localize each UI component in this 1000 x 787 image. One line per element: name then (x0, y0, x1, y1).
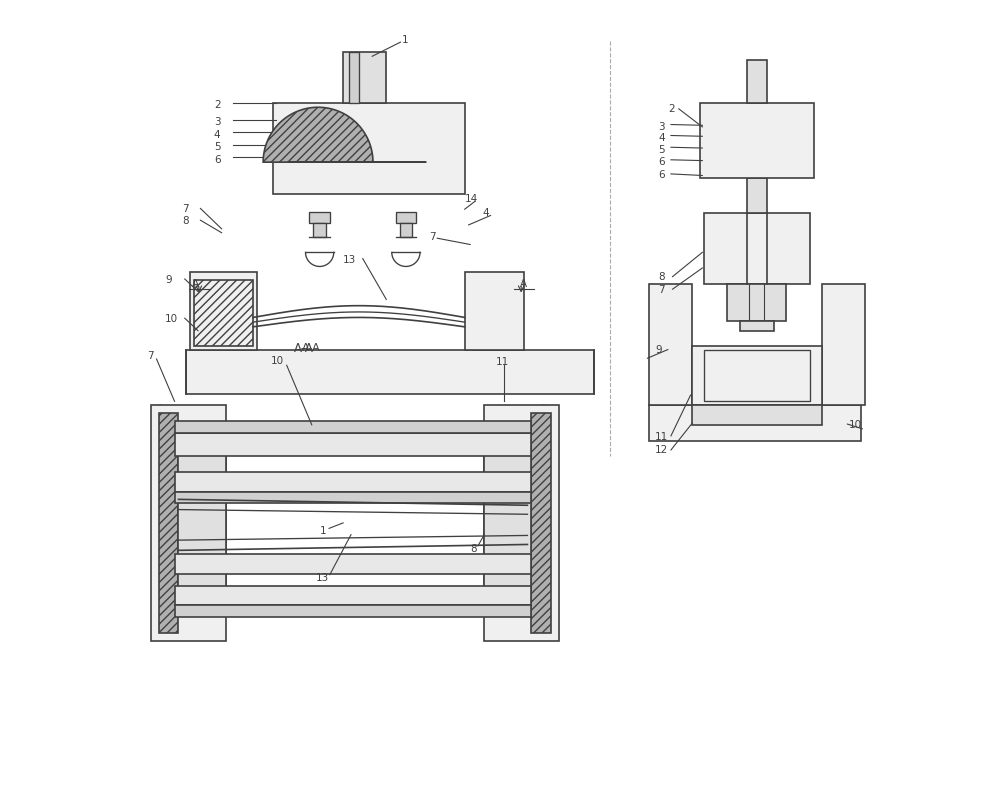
Text: A: A (520, 279, 527, 289)
Bar (465, 272, 524, 350)
Polygon shape (263, 107, 426, 162)
Circle shape (742, 406, 760, 425)
Text: 5: 5 (658, 145, 665, 154)
Text: 10: 10 (849, 420, 862, 430)
Bar (692, 405, 822, 425)
Bar (692, 346, 822, 405)
Bar (531, 413, 551, 633)
Circle shape (535, 609, 551, 625)
Bar (186, 350, 594, 394)
Text: A-A: A-A (294, 342, 314, 354)
Text: 1: 1 (402, 35, 409, 45)
Text: 13: 13 (316, 573, 329, 583)
Bar (343, 53, 386, 103)
Bar (159, 413, 178, 633)
Circle shape (739, 371, 763, 395)
Bar (175, 554, 531, 574)
Text: 8: 8 (182, 216, 189, 226)
Text: 7: 7 (429, 231, 436, 242)
Text: 12: 12 (655, 445, 669, 455)
Text: 8: 8 (470, 544, 477, 554)
Bar (700, 103, 814, 178)
Bar (175, 586, 531, 605)
Bar (175, 472, 531, 492)
Bar (649, 405, 861, 441)
Text: 7: 7 (658, 285, 665, 295)
Text: 13: 13 (343, 255, 356, 265)
Text: 4: 4 (658, 133, 665, 143)
Text: 5: 5 (214, 142, 220, 152)
Bar (175, 421, 531, 433)
Bar (273, 103, 465, 194)
Bar (740, 320, 774, 331)
Text: 2: 2 (668, 104, 674, 114)
Circle shape (712, 371, 735, 395)
Bar (178, 445, 226, 601)
Bar (175, 605, 531, 617)
Text: 4: 4 (483, 208, 489, 218)
Circle shape (153, 405, 168, 421)
Text: 3: 3 (214, 117, 220, 127)
Bar (396, 212, 416, 224)
Text: 3: 3 (658, 122, 665, 132)
Circle shape (767, 371, 790, 395)
Bar (704, 350, 810, 401)
Bar (151, 405, 226, 641)
Text: 10: 10 (165, 314, 178, 324)
Text: 8: 8 (658, 272, 665, 283)
Text: 14: 14 (465, 194, 478, 204)
Text: 11: 11 (655, 431, 669, 442)
Text: 6: 6 (658, 157, 665, 167)
Text: 9: 9 (655, 345, 662, 355)
Bar (175, 433, 531, 456)
Bar (313, 224, 326, 237)
Text: A: A (192, 279, 199, 289)
Bar (484, 405, 559, 641)
Bar (349, 53, 359, 103)
Bar (727, 283, 786, 320)
Bar (175, 492, 531, 504)
Circle shape (731, 138, 740, 147)
Text: 4: 4 (214, 130, 220, 140)
Text: 1: 1 (320, 526, 326, 536)
Circle shape (153, 609, 168, 625)
Circle shape (714, 406, 733, 425)
Text: 7: 7 (182, 204, 189, 214)
Text: 11: 11 (496, 357, 509, 367)
Text: 9: 9 (165, 275, 172, 285)
Bar (194, 280, 253, 346)
Circle shape (769, 406, 788, 425)
Text: 6: 6 (214, 155, 220, 164)
Bar (309, 212, 330, 224)
Bar (649, 283, 692, 405)
Bar (747, 178, 767, 213)
Text: 2: 2 (214, 100, 220, 110)
Text: 6: 6 (658, 170, 665, 179)
Circle shape (738, 253, 749, 264)
Bar (484, 445, 531, 601)
Circle shape (535, 405, 551, 421)
Text: A-A: A-A (302, 343, 321, 353)
Bar (190, 272, 257, 350)
Bar (822, 283, 865, 405)
Bar (400, 224, 412, 237)
Bar (747, 61, 767, 103)
Bar (704, 213, 810, 283)
Text: 7: 7 (147, 351, 154, 361)
Text: 10: 10 (271, 356, 284, 366)
